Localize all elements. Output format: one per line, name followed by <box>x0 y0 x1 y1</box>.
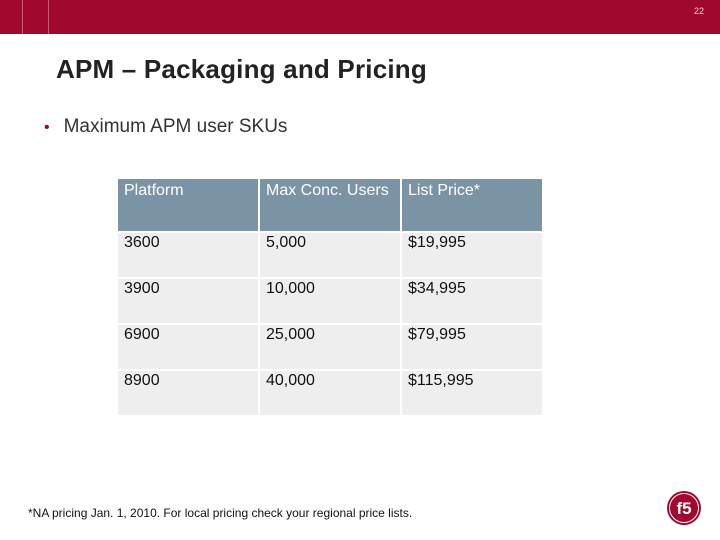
table-row: 6900 25,000 $79,995 <box>118 324 544 371</box>
f5-logo-text: f5 <box>676 499 691 518</box>
bullet-item: • Maximum APM user SKUs <box>44 116 287 138</box>
bullet-icon: • <box>44 119 50 136</box>
table-row: 3900 10,000 $34,995 <box>118 278 544 325</box>
f5-logo-icon: f5 <box>667 491 701 525</box>
table-cell: 6900 <box>118 324 260 371</box>
table-cell: $115,995 <box>401 370 544 417</box>
table-row: 3600 5,000 $19,995 <box>118 232 544 279</box>
column-header-max-users: Max Conc. Users <box>259 179 402 233</box>
slide-title: APM – Packaging and Pricing <box>56 54 427 84</box>
column-header-platform: Platform <box>118 179 260 233</box>
header-bar: 22 <box>0 0 720 34</box>
column-header-list-price: List Price* <box>401 179 544 233</box>
table-cell: 3900 <box>118 278 260 325</box>
header-divider <box>22 0 23 34</box>
header-divider <box>48 0 49 34</box>
table-cell: 8900 <box>118 370 260 417</box>
table-cell: 10,000 <box>259 278 402 325</box>
table-cell: 25,000 <box>259 324 402 371</box>
sku-table: Platform Max Conc. Users List Price* 360… <box>118 179 544 417</box>
table-header-row: Platform Max Conc. Users List Price* <box>118 179 544 233</box>
table-cell: $19,995 <box>401 232 544 279</box>
table-row: 8900 40,000 $115,995 <box>118 370 544 417</box>
table-cell: 40,000 <box>259 370 402 417</box>
page-number: 22 <box>693 6 704 16</box>
pricing-footnote: *NA pricing Jan. 1, 2010. For local pric… <box>28 506 413 520</box>
bullet-text: Maximum APM user SKUs <box>63 116 288 137</box>
table-cell: $34,995 <box>401 278 544 325</box>
table-cell: 3600 <box>118 232 260 279</box>
table-cell: 5,000 <box>259 232 402 279</box>
table-cell: $79,995 <box>401 324 544 371</box>
